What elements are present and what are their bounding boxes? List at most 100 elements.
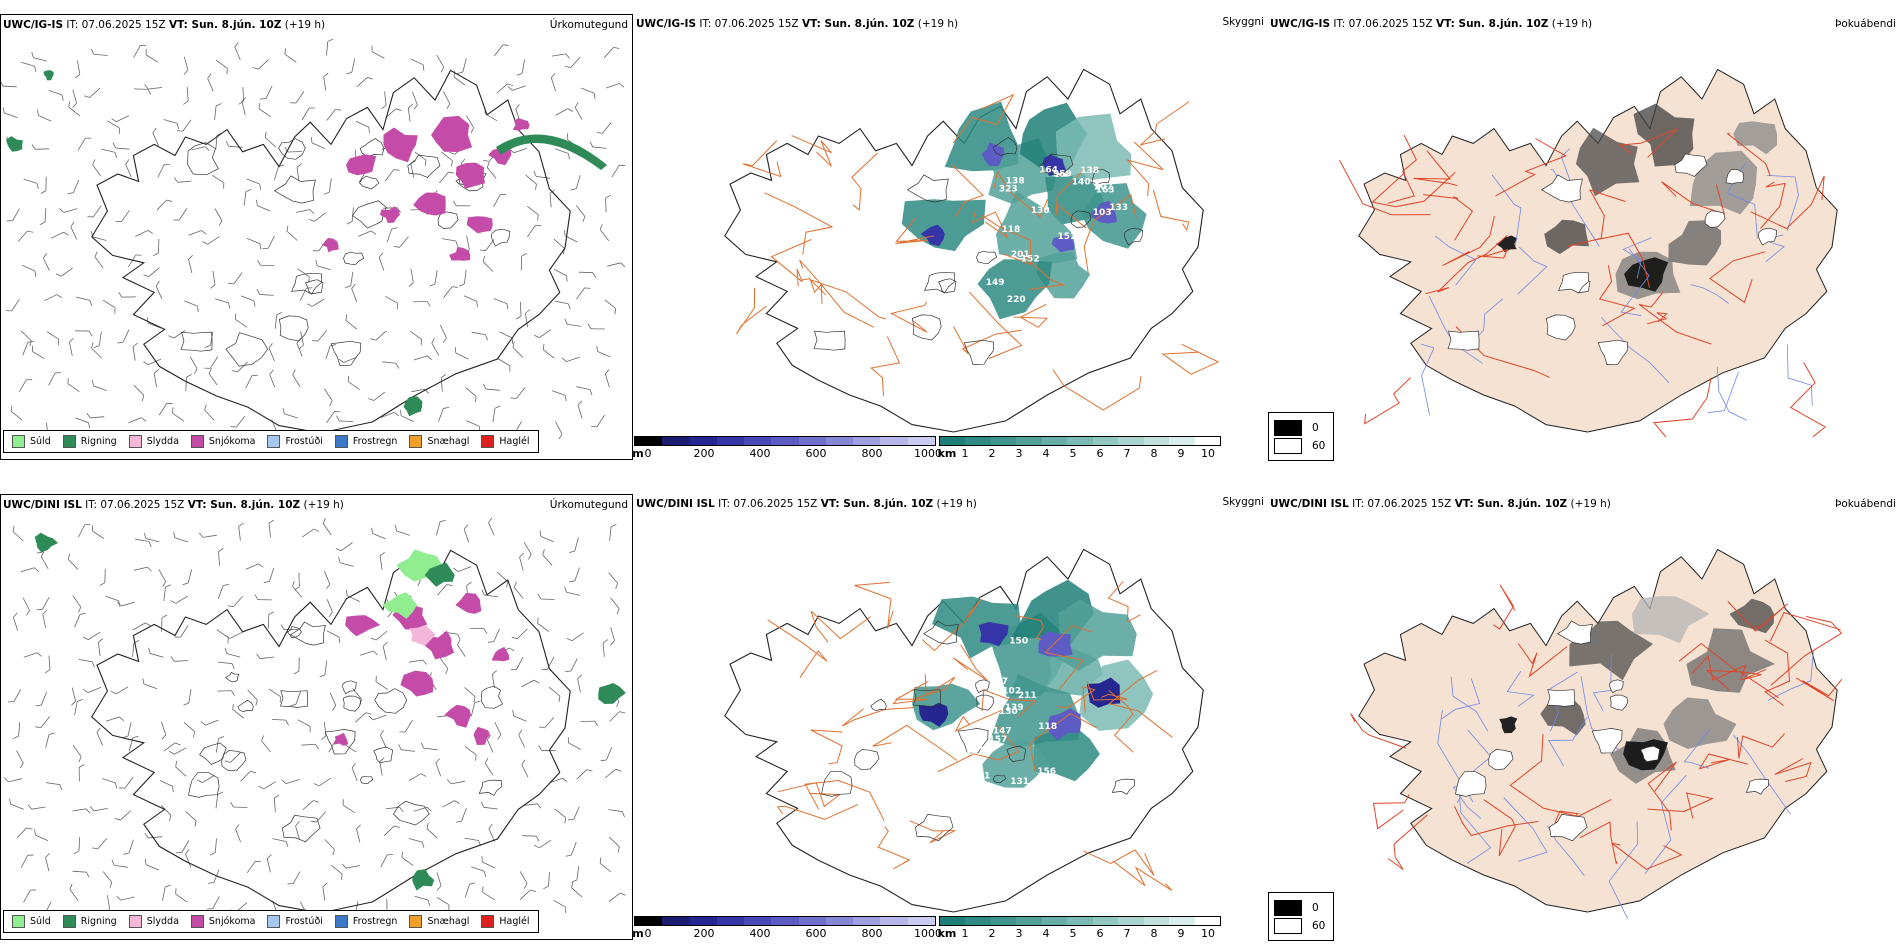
wind-barb [273, 794, 280, 813]
ceiling-label: 163 [1096, 186, 1115, 196]
road [1015, 615, 1044, 641]
legend-swatch [481, 915, 495, 928]
wind-barbs [4, 517, 626, 920]
wind-barb [442, 800, 460, 808]
wind-barb [230, 801, 248, 808]
wind-barb [575, 205, 586, 223]
wind-barb [224, 631, 243, 639]
wind-barb [297, 268, 310, 283]
road [1517, 643, 1568, 678]
wind-barb [436, 897, 450, 911]
wind-barb [8, 689, 22, 703]
wind-barb [209, 838, 217, 856]
colorbar-cell [965, 917, 991, 925]
wind-barb [290, 91, 305, 104]
wind-barb [45, 732, 55, 749]
road [1113, 860, 1173, 892]
wind-barb [604, 768, 622, 779]
wind-barb [382, 361, 400, 369]
wind-barb [512, 341, 524, 358]
colorbar-tick: 3 [1015, 447, 1023, 460]
wind-barb [533, 329, 552, 338]
wind-barb [72, 808, 91, 814]
fog-area [1496, 235, 1518, 253]
glacier-contour [481, 685, 504, 709]
wind-barb [200, 719, 219, 726]
wind-barb [457, 639, 466, 657]
wind-barb [93, 331, 102, 349]
legend-label: Súld [30, 436, 51, 447]
wind-barb [380, 854, 394, 868]
wind-barb [609, 836, 620, 853]
wind-barb [230, 415, 246, 428]
wind-barb [55, 267, 73, 277]
wind-barb [520, 253, 527, 271]
wind-barb [96, 727, 103, 746]
wind-barb [183, 56, 189, 75]
wind-barb [446, 779, 465, 785]
wind-barb [398, 744, 416, 752]
river [1441, 678, 1481, 720]
wind-barb [315, 259, 331, 271]
road [1770, 616, 1843, 686]
glacier-contour [1549, 813, 1588, 842]
wind-barb [525, 309, 531, 328]
wind-barb [298, 331, 304, 350]
sun-legend-swatch [1274, 900, 1302, 916]
wind-barb [232, 703, 245, 719]
wind-barb [92, 838, 108, 850]
snow-area [345, 615, 381, 637]
wind-barb [271, 719, 289, 726]
legend-swatch [190, 435, 204, 448]
colorbar-cell [1169, 437, 1195, 445]
wind-barb [72, 595, 82, 613]
wind-barb [31, 52, 48, 62]
wind-barb [521, 679, 540, 688]
colorbar-unit: m [632, 447, 644, 460]
wind-barb [345, 271, 354, 289]
river [1683, 729, 1711, 769]
wind-barb [234, 42, 241, 61]
wind-barb [511, 628, 528, 640]
wind-barb [375, 675, 388, 690]
wind-barb [599, 224, 610, 241]
wind-barb [542, 343, 555, 359]
wind-barb [480, 801, 498, 810]
wind-barb [173, 532, 189, 543]
colorbar-cell [1041, 437, 1068, 445]
wind-barb [69, 883, 79, 901]
river [1517, 246, 1548, 295]
wind-barb [268, 519, 274, 538]
rain-area [496, 134, 607, 170]
glacier-contour [1745, 778, 1769, 795]
road [799, 259, 875, 328]
wind-barb [159, 780, 174, 793]
wind-barb [338, 356, 357, 363]
colorbar-cell [635, 917, 663, 925]
fog-areas [1496, 103, 1777, 300]
wind-barb [525, 174, 537, 190]
snow-area [444, 704, 471, 728]
wind-barb [470, 700, 481, 717]
wind-barb [20, 854, 34, 868]
glacier-contour [992, 137, 1018, 156]
glacier-contour [1070, 210, 1092, 228]
wind-barb [605, 194, 611, 213]
wind-barb [516, 59, 525, 76]
wind-barb [161, 614, 168, 632]
colorbar-tick: 5 [1069, 447, 1077, 460]
wind-barb [302, 528, 320, 538]
wind-barb [464, 746, 477, 761]
wind-barb [408, 659, 427, 665]
road [968, 291, 1023, 359]
snow-area [491, 646, 510, 662]
precip-type-legend: Súld Rigning Slydda Snjókoma Frostúði Frostre… [3, 910, 539, 933]
road [1567, 189, 1626, 247]
legend-item-3: Slydda [128, 915, 179, 928]
colorbar-cell [1067, 917, 1093, 925]
wind-barb [335, 542, 353, 552]
glacier-contour [373, 746, 394, 764]
wind-barb [18, 379, 33, 393]
river [1766, 175, 1799, 231]
colorbar-tick: 10 [1201, 927, 1215, 940]
